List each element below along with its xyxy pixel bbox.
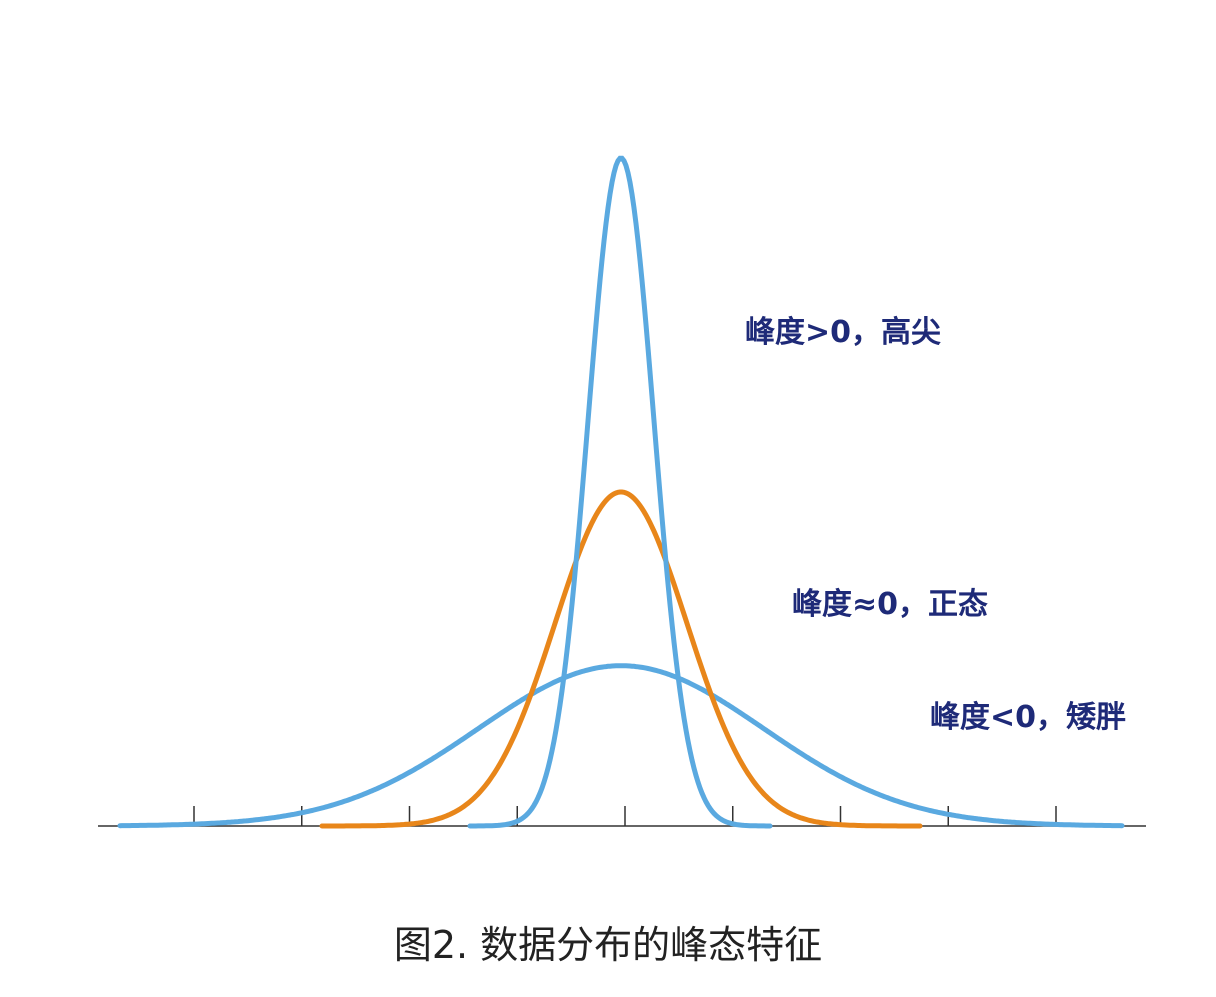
normal-label: 峰度≈0，正态 bbox=[792, 587, 989, 622]
leptokurtic-label: 峰度>0，高尖 bbox=[745, 315, 942, 350]
normal-curve bbox=[319, 489, 923, 829]
platykurtic-curve bbox=[117, 663, 1125, 829]
leptokurtic-curve bbox=[467, 155, 773, 829]
figure-caption: 图2. 数据分布的峰态特征 bbox=[393, 923, 823, 967]
platykurtic-label: 峰度<0，矮胖 bbox=[930, 700, 1127, 735]
